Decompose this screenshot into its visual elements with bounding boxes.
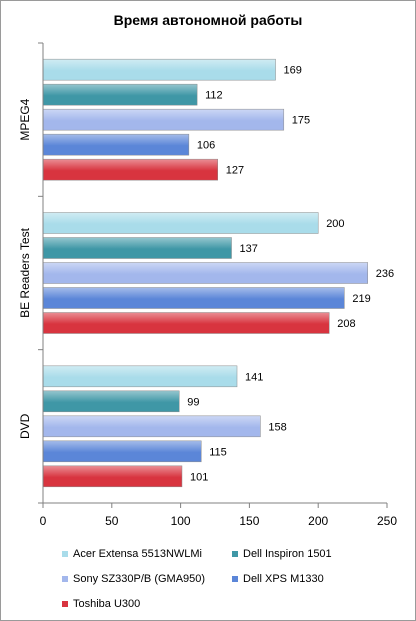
x-tick-label: 100 xyxy=(171,514,191,528)
x-tick-label: 0 xyxy=(40,514,47,528)
bar-0-1 xyxy=(42,83,198,106)
bar-2-3 xyxy=(42,440,202,463)
legend-item: Dell XPS M1330 xyxy=(232,573,324,585)
legend-item: Toshiba U300 xyxy=(62,598,140,610)
data-label: 141 xyxy=(245,371,263,383)
bar-0-0 xyxy=(42,58,276,81)
data-label: 169 xyxy=(284,65,302,77)
legend-label: Dell Inspiron 1501 xyxy=(243,548,332,560)
data-label: 115 xyxy=(209,446,227,458)
bar-0-3 xyxy=(42,133,190,156)
legend-item: Dell Inspiron 1501 xyxy=(232,548,332,560)
bar-2-4 xyxy=(42,465,183,488)
category-label: BE Readers Test xyxy=(18,227,32,317)
category-label: MPEG4 xyxy=(18,98,32,140)
chart-title: Время автономной работы xyxy=(113,12,303,28)
data-label: 137 xyxy=(240,243,258,255)
data-label: 236 xyxy=(376,268,394,280)
data-label: 158 xyxy=(268,421,286,433)
x-tick-label: 250 xyxy=(377,514,397,528)
legend-label: Dell XPS M1330 xyxy=(243,573,324,585)
legend-swatch xyxy=(62,601,68,607)
legend-item: Sony SZ330P/B (GMA950) xyxy=(62,573,205,585)
bar-1-1 xyxy=(42,237,232,259)
data-label: 101 xyxy=(190,471,208,483)
bar-1-0 xyxy=(42,212,319,234)
bar-1-2 xyxy=(42,262,368,284)
bar-2-0 xyxy=(42,365,238,388)
x-tick-label: 200 xyxy=(308,514,328,528)
bar-1-3 xyxy=(42,287,345,309)
axes-layer: MPEG4 BE Readers Test DVD 0 50 100 150 200 250 xyxy=(18,42,397,528)
legend-swatch xyxy=(62,551,68,557)
data-label: 127 xyxy=(226,165,244,177)
bar-1-4 xyxy=(42,312,330,334)
data-label: 106 xyxy=(197,140,215,152)
bars-layer: 169 112 175 106 127 200 137 236 219 208 141 99 158 11… xyxy=(42,58,394,488)
category-label: DVD xyxy=(18,413,32,439)
bar-2-1 xyxy=(42,390,180,413)
legend-label: Toshiba U300 xyxy=(73,598,141,610)
data-label: 99 xyxy=(187,396,199,408)
x-tick-label: 50 xyxy=(105,514,119,528)
legend-label: Acer Extensa 5513NWLMi xyxy=(73,548,202,560)
data-label: 208 xyxy=(337,318,355,330)
bar-0-2 xyxy=(42,108,285,131)
x-tick-label: 150 xyxy=(239,514,259,528)
legend-item: Acer Extensa 5513NWLMi xyxy=(62,548,202,560)
bar-0-4 xyxy=(42,158,219,181)
data-label: 175 xyxy=(292,115,310,127)
legend-swatch xyxy=(232,576,238,582)
bar-2-2 xyxy=(42,415,261,438)
data-label: 112 xyxy=(205,90,223,102)
data-label: 219 xyxy=(352,293,370,305)
legend-swatch xyxy=(62,576,68,582)
legend-label: Sony SZ330P/B (GMA950) xyxy=(73,573,206,585)
legend-swatch xyxy=(232,551,238,557)
data-label: 200 xyxy=(326,218,344,230)
